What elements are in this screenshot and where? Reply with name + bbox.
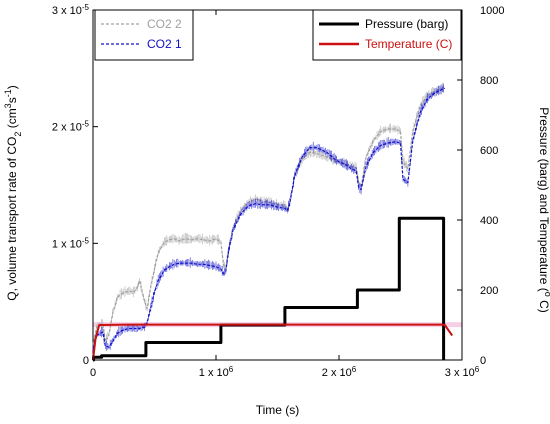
- legend-label: CO2 2: [147, 17, 182, 31]
- plot-frame: [92, 9, 463, 361]
- y-right-tick-label: 1000: [480, 5, 504, 17]
- x-tick-label: 3 x 106: [445, 365, 480, 380]
- series-layer: [92, 82, 454, 362]
- series-line-co2-2: [92, 86, 446, 347]
- x-axis-title: Time (s): [256, 403, 300, 417]
- y-left-axis-ticks: 0 1 x 10-5 2 x 10-5 3 x 10-5: [52, 3, 98, 367]
- y-right-axis-ticks: 0 200 400 600 800 1000: [457, 5, 504, 367]
- y-left-tick-label: 2 x 10-5: [52, 119, 90, 134]
- legend-label: Temperature (C): [365, 37, 452, 51]
- x-axis-ticks: 0 1 x 106 2 x 106 3 x 106: [90, 10, 480, 379]
- legend-left: CO2 2 CO2 1: [94, 9, 194, 61]
- x-tick-label: 0: [90, 367, 96, 379]
- y-right-axis-title: Pressure (barg) and Temperature (o C): [537, 107, 550, 313]
- x-tick-label: 1 x 106: [199, 365, 234, 380]
- y-right-tick-label: 0: [480, 355, 486, 367]
- series-line-temperature-c: [92, 323, 454, 361]
- series-noise-2: [92, 84, 444, 352]
- legend-label: Pressure (barg): [365, 17, 448, 31]
- y-left-tick-label: 3 x 10-5: [52, 3, 90, 18]
- series-line-pressure-barg: [92, 216, 446, 362]
- y-left-tick-label: 0: [83, 355, 89, 367]
- y-right-tick-label: 800: [480, 75, 498, 87]
- legend-box: [312, 9, 462, 61]
- legend-right: Pressure (barg) Temperature (C): [312, 9, 462, 61]
- y-left-axis-title: Q, volume transport rate of CO2 (cm3s-1): [3, 85, 23, 300]
- x-tick-label: 2 x 106: [322, 365, 357, 380]
- series-noise-1: [92, 82, 444, 350]
- legend-box: [94, 9, 194, 61]
- y-left-tick-label: 1 x 10-5: [52, 236, 90, 251]
- y-right-tick-label: 200: [480, 285, 498, 297]
- y-right-tick-label: 400: [480, 215, 498, 227]
- legend-label: CO2 1: [147, 37, 182, 51]
- y-right-tick-label: 600: [480, 145, 498, 157]
